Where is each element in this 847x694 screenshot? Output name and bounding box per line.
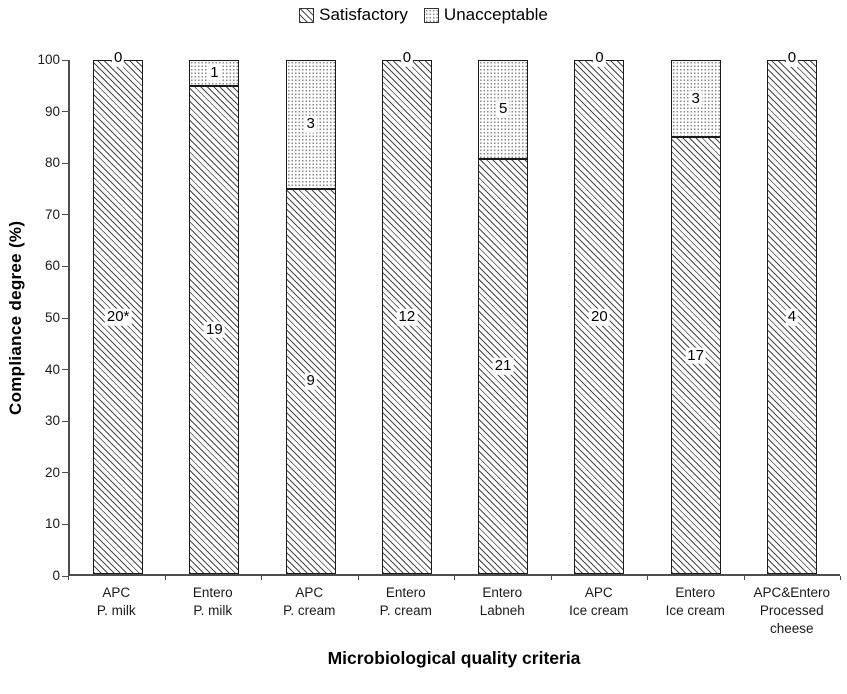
dots-pattern-swatch-icon bbox=[423, 7, 439, 23]
bar-slot: 17 3 bbox=[648, 60, 744, 574]
hatch-pattern-swatch-icon bbox=[299, 7, 315, 23]
stacked-bar: 17 3 bbox=[670, 60, 721, 574]
segment-satisfactory bbox=[285, 188, 336, 574]
segment-unacceptable bbox=[478, 60, 529, 159]
legend-label: Satisfactory bbox=[319, 5, 408, 24]
x-tick-mark bbox=[261, 576, 262, 580]
count-label-unacceptable: 5 bbox=[496, 100, 510, 118]
count-label-unacceptable: 0 bbox=[593, 48, 606, 67]
count-label-satisfactory: 20 bbox=[589, 307, 610, 326]
y-axis-title: Compliance degree (%) bbox=[6, 220, 25, 416]
segment-satisfactory bbox=[93, 60, 144, 574]
x-axis-title: Microbiological quality criteria bbox=[327, 648, 581, 668]
segment-unacceptable bbox=[189, 60, 240, 86]
x-category-label: APC P. milk bbox=[96, 585, 136, 618]
count-label-satisfactory: 19 bbox=[204, 320, 225, 339]
bar-slot: 12 0 bbox=[359, 49, 455, 574]
stacked-bar: 21 5 bbox=[478, 60, 529, 574]
x-tick-mark bbox=[647, 576, 648, 580]
count-label-satisfactory: 9 bbox=[304, 372, 317, 390]
count-label-satisfactory: 17 bbox=[685, 346, 706, 364]
bar-slot: 20* 0 bbox=[70, 49, 166, 574]
count-label-satisfactory: 20* bbox=[104, 307, 132, 326]
x-tick-mark bbox=[68, 576, 69, 580]
x-tick-mark bbox=[840, 576, 841, 580]
x-tick-mark bbox=[550, 576, 552, 580]
stacked-bar: 19 1 bbox=[189, 60, 240, 574]
count-label-satisfactory: 4 bbox=[785, 307, 799, 326]
x-tick-mark bbox=[164, 576, 166, 580]
stacked-bar: 12 0 bbox=[381, 49, 432, 574]
count-label-unacceptable: 0 bbox=[785, 48, 799, 67]
x-category-label: Entero Ice cream bbox=[665, 585, 725, 618]
x-category-label: APC&Entero Processed cheese bbox=[753, 585, 831, 636]
bar-slot: 21 5 bbox=[455, 60, 551, 574]
count-label-unacceptable: 1 bbox=[208, 63, 221, 82]
x-category-label: Entero P. milk bbox=[192, 585, 233, 618]
x-tick-mark bbox=[454, 576, 455, 580]
legend-item-satisfactory: Satisfactory bbox=[299, 5, 408, 25]
x-category-label: Entero Labneh bbox=[479, 585, 525, 618]
count-label-unacceptable: 0 bbox=[111, 48, 125, 67]
count-label-unacceptable: 3 bbox=[304, 115, 317, 133]
count-label-unacceptable: 0 bbox=[400, 48, 414, 67]
plot-area: 20* 0 19 1 9 3 12 0 21 5 20 0 17 3 4 0 bbox=[68, 49, 840, 576]
legend-label: Unacceptable bbox=[443, 5, 548, 24]
x-category-label: Entero P. cream bbox=[379, 585, 432, 618]
legend: Satisfactory Unacceptable bbox=[0, 5, 847, 25]
count-label-satisfactory: 21 bbox=[492, 357, 514, 375]
stacked-bar: 20* 0 bbox=[93, 49, 144, 574]
count-label-satisfactory: 12 bbox=[396, 307, 418, 326]
x-tick-mark bbox=[743, 576, 745, 580]
legend-item-unacceptable: Unacceptable bbox=[423, 5, 548, 25]
bar-slot: 19 1 bbox=[166, 60, 262, 574]
x-category-label: APC Ice cream bbox=[569, 585, 629, 618]
bar-slot: 20 0 bbox=[551, 49, 647, 574]
x-tick-mark bbox=[357, 576, 359, 580]
stacked-bar: 20 0 bbox=[574, 49, 625, 574]
count-label-unacceptable: 3 bbox=[689, 89, 702, 107]
x-category-label: APC P. cream bbox=[283, 585, 336, 618]
